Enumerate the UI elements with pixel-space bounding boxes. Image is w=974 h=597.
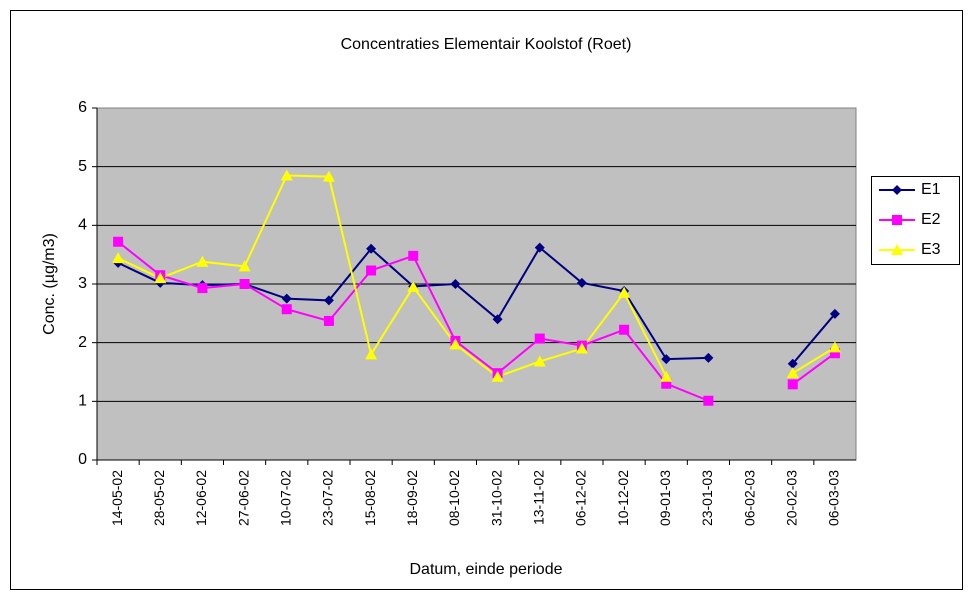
x-tick-label: 15-08-02 — [362, 470, 378, 526]
marker — [365, 348, 378, 360]
marker — [112, 252, 125, 264]
legend-label: E1 — [921, 181, 941, 198]
y-tick-label: 0 — [78, 451, 87, 468]
x-tick-label: 31-10-02 — [488, 470, 504, 526]
x-tick-label: 08-10-02 — [446, 470, 462, 526]
marker — [322, 170, 335, 182]
y-tick-label: 6 — [78, 99, 87, 116]
marker — [660, 370, 673, 382]
chart-title: Concentraties Elementair Koolstof (Roet) — [341, 36, 632, 53]
marker — [787, 358, 798, 369]
legend-label: E3 — [921, 241, 941, 258]
marker — [280, 169, 293, 181]
marker — [829, 308, 840, 319]
marker — [323, 295, 334, 306]
y-tick-label: 3 — [78, 275, 87, 292]
y-tick-label: 1 — [78, 393, 87, 410]
marker — [408, 250, 419, 261]
marker — [891, 244, 903, 255]
marker — [892, 215, 902, 225]
marker — [113, 236, 124, 247]
marker — [787, 379, 798, 390]
marker — [575, 342, 588, 354]
marker — [491, 370, 504, 382]
marker — [703, 395, 714, 406]
marker — [197, 283, 208, 294]
marker — [366, 243, 377, 254]
marker — [703, 352, 714, 363]
marker — [829, 348, 840, 359]
x-tick-label: 18-09-02 — [404, 470, 420, 526]
x-tick-label: 06-02-03 — [741, 470, 757, 526]
y-tick-label: 2 — [78, 334, 87, 351]
marker — [618, 286, 631, 298]
marker — [576, 277, 587, 288]
legend-label: E2 — [921, 211, 941, 228]
x-tick-label: 06-12-02 — [573, 470, 589, 526]
x-tick-label: 20-02-03 — [783, 470, 799, 526]
x-tick-label: 13-11-02 — [530, 470, 546, 525]
marker — [786, 367, 799, 379]
marker — [366, 265, 377, 276]
x-tick-label: 23-01-03 — [699, 470, 715, 526]
x-tick-label: 06-03-03 — [826, 470, 842, 526]
marker — [239, 279, 250, 289]
marker — [619, 324, 630, 335]
x-tick-label: 27-06-02 — [235, 470, 251, 526]
marker — [449, 338, 462, 350]
y-tick-label: 5 — [78, 158, 87, 175]
marker — [492, 314, 503, 325]
marker — [828, 341, 841, 353]
x-tick-label: 12-06-02 — [193, 470, 209, 526]
marker — [281, 293, 292, 304]
x-tick-label: 28-05-02 — [151, 470, 167, 526]
x-tick-label: 10-07-02 — [277, 470, 293, 526]
marker — [238, 260, 251, 272]
marker — [154, 272, 167, 284]
x-tick-label: 23-07-02 — [320, 470, 336, 526]
marker — [533, 355, 546, 367]
marker — [661, 354, 672, 365]
y-axis-title: Conc. (µg/m3) — [41, 233, 58, 335]
marker — [450, 279, 461, 289]
series-line — [117, 174, 836, 378]
marker — [534, 242, 545, 253]
marker — [281, 304, 292, 315]
marker — [407, 280, 420, 292]
x-tick-label: 09-01-03 — [657, 470, 673, 526]
x-axis-title: Datum, einde periode — [410, 561, 563, 578]
y-tick-label: 4 — [78, 217, 87, 234]
x-tick-label: 14-05-02 — [109, 470, 125, 526]
marker — [661, 378, 672, 389]
marker — [323, 315, 334, 326]
marker — [196, 255, 209, 267]
marker — [534, 333, 545, 344]
marker — [892, 185, 902, 195]
x-tick-label: 10-12-02 — [615, 470, 631, 526]
